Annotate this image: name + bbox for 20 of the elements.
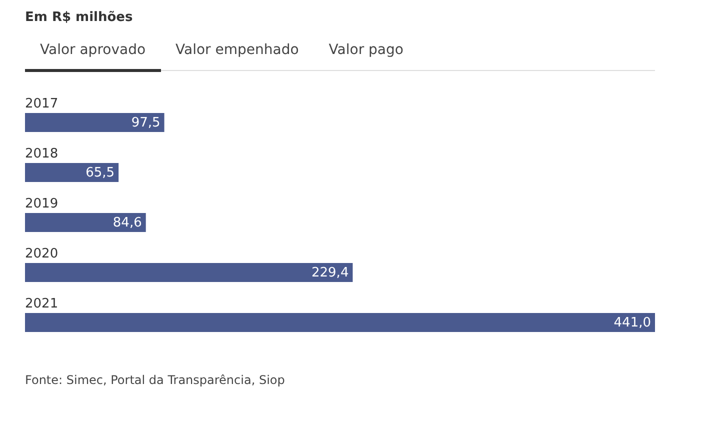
bar <box>25 213 146 232</box>
source-note: Fonte: Simec, Portal da Transparência, Siop <box>25 373 285 387</box>
data-label: 65,5 <box>86 166 115 180</box>
bar <box>25 163 119 182</box>
text: Valor aprovado <box>25 38 161 72</box>
y-tick-label: 2019 <box>25 196 58 212</box>
y-tick-label: 2021 <box>25 296 58 312</box>
chart-title: Em R$ milhões <box>25 10 133 25</box>
bar <box>25 263 353 282</box>
bar <box>25 313 655 332</box>
data-label: 97,5 <box>131 116 160 130</box>
y-tick-label: 2020 <box>25 246 58 262</box>
data-label: 84,6 <box>112 216 142 230</box>
text: Valor pago <box>328 41 404 60</box>
y-tick-label: 2018 <box>25 146 58 162</box>
text: Valor empenhado <box>174 41 300 60</box>
data-label: 229,4 <box>311 266 349 280</box>
data-label: 441,0 <box>614 316 651 330</box>
y-tick-label: 2017 <box>25 96 58 112</box>
bar <box>25 113 164 132</box>
